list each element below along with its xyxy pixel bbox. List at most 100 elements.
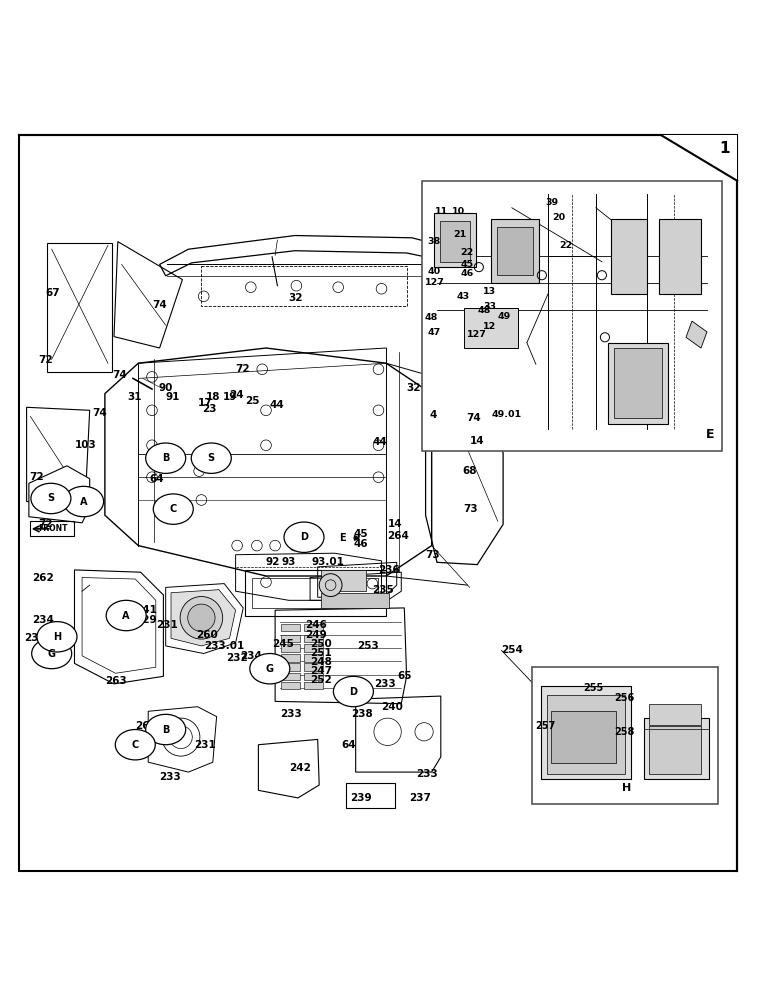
Text: 72: 72 [29,472,43,482]
Text: 248: 248 [310,657,332,667]
Bar [541,686,631,779]
Bar [281,663,300,671]
Bar [304,635,323,642]
Ellipse shape [106,600,146,631]
Text: 22: 22 [559,241,572,250]
Text: 33: 33 [483,302,496,311]
Text: 38: 38 [427,237,440,246]
Ellipse shape [334,676,373,707]
Bar [614,348,662,418]
Text: 40: 40 [427,267,440,276]
Text: A: A [80,497,87,507]
Bar [608,343,668,424]
Text: 74: 74 [93,408,107,418]
Text: 18: 18 [206,392,220,402]
Text: 244: 244 [295,541,317,551]
Text: 73: 73 [464,504,478,514]
Text: 44: 44 [372,437,387,447]
Bar [304,654,323,662]
Text: 62: 62 [56,495,71,505]
Polygon shape [114,242,182,348]
Text: 234: 234 [32,615,54,625]
Text: 258: 258 [614,727,635,737]
Text: 74: 74 [466,413,480,423]
Text: 234: 234 [240,651,262,661]
Text: 43: 43 [457,292,470,301]
Text: 48: 48 [477,306,491,315]
Text: 64: 64 [341,740,356,750]
Text: B: B [162,453,169,463]
Text: 14: 14 [470,436,484,446]
Text: 260: 260 [196,630,218,640]
Text: 63: 63 [65,503,80,513]
Ellipse shape [116,730,155,760]
Ellipse shape [192,443,231,473]
Bar [464,308,518,348]
Bar [547,695,625,774]
Text: 256: 256 [614,693,635,703]
Text: 262: 262 [32,573,54,583]
Polygon shape [356,696,441,772]
Text: 264: 264 [388,531,410,541]
Text: 23: 23 [202,404,217,414]
Circle shape [180,597,223,639]
Text: S: S [207,453,215,463]
Text: 11: 11 [435,207,448,216]
Text: 229: 229 [135,615,157,625]
Text: A: A [122,611,130,621]
Bar [30,521,74,536]
Bar [491,219,539,283]
Ellipse shape [32,638,71,669]
Bar [649,726,701,774]
Text: H: H [53,632,61,642]
Text: 263: 263 [105,676,127,686]
Bar [644,718,709,779]
Text: 39: 39 [546,198,559,207]
Text: 22: 22 [461,248,473,257]
Text: G: G [48,649,55,659]
Text: 73: 73 [426,550,440,560]
Text: 240: 240 [382,702,404,712]
Text: B: B [162,725,169,735]
Text: 49.01: 49.01 [492,410,522,419]
Text: 13: 13 [483,286,496,296]
Bar [321,593,389,608]
Text: 48: 48 [425,313,439,322]
Text: 235: 235 [372,585,394,595]
Text: 232: 232 [226,653,249,663]
Polygon shape [74,570,163,684]
Text: 72: 72 [38,519,52,529]
Text: 67: 67 [46,288,60,298]
Text: 233: 233 [374,679,396,689]
Text: 14: 14 [388,519,402,529]
Ellipse shape [64,486,103,517]
Text: 103: 103 [74,440,97,450]
Text: 257: 257 [535,721,556,731]
Text: 246: 246 [306,620,328,630]
Text: 66: 66 [41,489,55,499]
Bar [304,663,323,671]
Bar [281,624,300,631]
Bar [532,667,718,804]
Text: 4: 4 [429,410,437,420]
Ellipse shape [146,714,185,745]
Bar [649,704,701,725]
Text: 231: 231 [156,620,178,630]
Polygon shape [171,590,236,646]
Text: D: D [300,532,308,542]
Text: 74: 74 [152,300,166,310]
Polygon shape [686,321,707,348]
Bar [281,654,300,662]
Circle shape [319,574,342,597]
Text: 32: 32 [407,383,421,393]
Bar [281,682,300,689]
Text: 93.01: 93.01 [312,557,344,567]
Text: 249: 249 [306,630,328,640]
Text: 250: 250 [310,639,332,649]
Bar [440,221,470,262]
Bar [281,635,300,642]
Text: 32: 32 [289,293,303,303]
Text: 12: 12 [483,322,496,331]
Ellipse shape [37,622,77,652]
Bar [434,213,476,267]
